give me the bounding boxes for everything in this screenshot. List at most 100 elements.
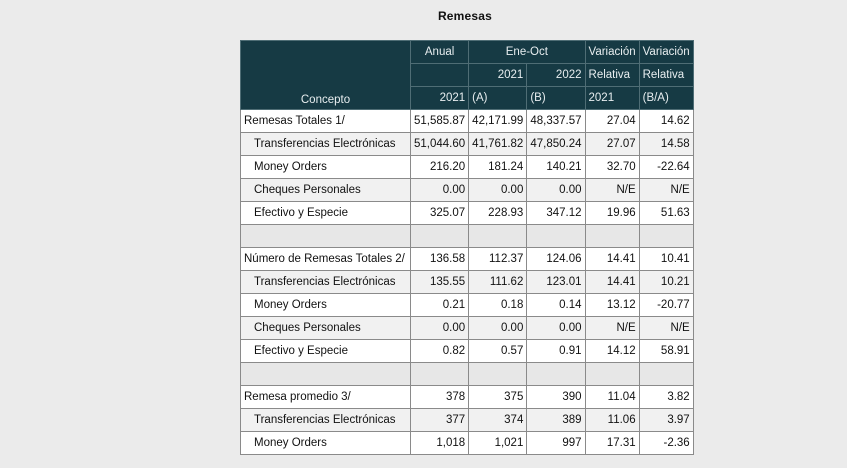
row-label: Efectivo y Especie (240, 201, 411, 225)
cell-var2: N/E (638, 316, 694, 340)
cell-var2: -20.77 (638, 293, 694, 317)
spacer-row (240, 224, 694, 248)
row-label: Money Orders (240, 155, 411, 179)
cell-b: 389 (526, 408, 586, 432)
header-variacion-1: Variación (584, 40, 640, 64)
cell-var1: 27.04 (584, 109, 640, 133)
cell-b: 0.14 (526, 293, 586, 317)
cell-var2: 10.41 (638, 247, 694, 271)
spacer-cell (584, 362, 640, 386)
cell-a: 375 (468, 385, 528, 409)
cell-anual: 0.00 (409, 178, 470, 202)
row-label: Transferencias Electrónicas (240, 270, 411, 294)
cell-a: 112.37 (468, 247, 528, 271)
table-row: Transferencias Electrónicas 51,044.60 41… (240, 132, 694, 156)
cell-var2: N/E (638, 178, 694, 202)
cell-var2: 14.62 (638, 109, 694, 133)
cell-var1: 11.04 (584, 385, 640, 409)
header-year-2021: 2021 (468, 63, 528, 87)
row-label: Número de Remesas Totales 2/ (240, 247, 411, 271)
spacer-cell (468, 362, 528, 386)
row-label: Remesas Totales 1/ (240, 109, 411, 133)
spacer-cell (526, 362, 586, 386)
cell-var2: 14.58 (638, 132, 694, 156)
cell-b: 0.00 (526, 316, 586, 340)
cell-var2: -22.64 (638, 155, 694, 179)
cell-anual: 135.55 (409, 270, 470, 294)
cell-b: 347.12 (526, 201, 586, 225)
spacer-row (240, 362, 694, 386)
cell-a: 181.24 (468, 155, 528, 179)
table-row: Money Orders 1,018 1,021 997 17.31 -2.36 (240, 431, 694, 455)
header-relativa-2: Relativa (638, 63, 694, 87)
row-label: Transferencias Electrónicas (240, 408, 411, 432)
cell-anual: 1,018 (409, 431, 470, 455)
table-row: Cheques Personales 0.00 0.00 0.00 N/E N/… (240, 316, 694, 340)
cell-var1: 14.41 (584, 247, 640, 271)
header-anual-year: 2021 (409, 86, 470, 110)
cell-anual: 51,585.87 (409, 109, 470, 133)
cell-b: 0.91 (526, 339, 586, 363)
spacer-cell (468, 224, 528, 248)
cell-a: 0.57 (468, 339, 528, 363)
header-ene-oct: Ene-Oct (468, 40, 586, 64)
table-row: Transferencias Electrónicas 135.55 111.6… (240, 270, 694, 294)
spacer-cell (409, 362, 470, 386)
cell-var1: N/E (584, 178, 640, 202)
cell-a: 1,021 (468, 431, 528, 455)
cell-anual: 51,044.60 (409, 132, 470, 156)
table-row: Money Orders 0.21 0.18 0.14 13.12 -20.77 (240, 293, 694, 317)
spacer-cell (526, 224, 586, 248)
cell-var2: -2.36 (638, 431, 694, 455)
cell-a: 374 (468, 408, 528, 432)
table-row: Transferencias Electrónicas 377 374 389 … (240, 408, 694, 432)
header-year-2022: 2022 (526, 63, 586, 87)
cell-b: 124.06 (526, 247, 586, 271)
document-title: Remesas (437, 9, 493, 23)
table-row: Money Orders 216.20 181.24 140.21 32.70 … (240, 155, 694, 179)
row-label: Cheques Personales (240, 316, 411, 340)
header-concepto: Concepto (240, 40, 411, 110)
cell-a: 42,171.99 (468, 109, 528, 133)
spacer-cell (240, 362, 411, 386)
cell-var2: 58.91 (638, 339, 694, 363)
cell-var2: 3.97 (638, 408, 694, 432)
header-col-a: (A) (468, 86, 528, 110)
row-label: Cheques Personales (240, 178, 411, 202)
row-label: Money Orders (240, 293, 411, 317)
cell-var1: 14.41 (584, 270, 640, 294)
cell-var1: 17.31 (584, 431, 640, 455)
header-anual: Anual (409, 40, 470, 64)
cell-b: 140.21 (526, 155, 586, 179)
cell-anual: 136.58 (409, 247, 470, 271)
header-anual-blank (409, 63, 470, 87)
table-row: Efectivo y Especie 0.82 0.57 0.91 14.12 … (240, 339, 694, 363)
row-label: Transferencias Electrónicas (240, 132, 411, 156)
cell-var2: 3.82 (638, 385, 694, 409)
table-row: Número de Remesas Totales 2/ 136.58 112.… (240, 247, 694, 271)
table-row: Cheques Personales 0.00 0.00 0.00 N/E N/… (240, 178, 694, 202)
header-relativa-1: Relativa (584, 63, 640, 87)
row-label: Money Orders (240, 431, 411, 455)
remesas-table: Concepto Anual Ene-Oct Variación Variaci… (240, 40, 694, 455)
header-var1-year: 2021 (584, 86, 640, 110)
cell-b: 997 (526, 431, 586, 455)
cell-var2: 10.21 (638, 270, 694, 294)
cell-a: 41,761.82 (468, 132, 528, 156)
header-col-b: (B) (526, 86, 586, 110)
cell-b: 48,337.57 (526, 109, 586, 133)
cell-var2: 51.63 (638, 201, 694, 225)
cell-a: 0.18 (468, 293, 528, 317)
table-header: Concepto Anual Ene-Oct Variación Variaci… (240, 40, 694, 110)
cell-anual: 0.00 (409, 316, 470, 340)
table-row: Remesa promedio 3/ 378 375 390 11.04 3.8… (240, 385, 694, 409)
cell-anual: 0.82 (409, 339, 470, 363)
header-var2-ratio: (B/A) (638, 86, 694, 110)
cell-b: 390 (526, 385, 586, 409)
spacer-cell (638, 224, 694, 248)
row-label: Remesa promedio 3/ (240, 385, 411, 409)
spacer-cell (638, 362, 694, 386)
cell-b: 123.01 (526, 270, 586, 294)
cell-var1: N/E (584, 316, 640, 340)
